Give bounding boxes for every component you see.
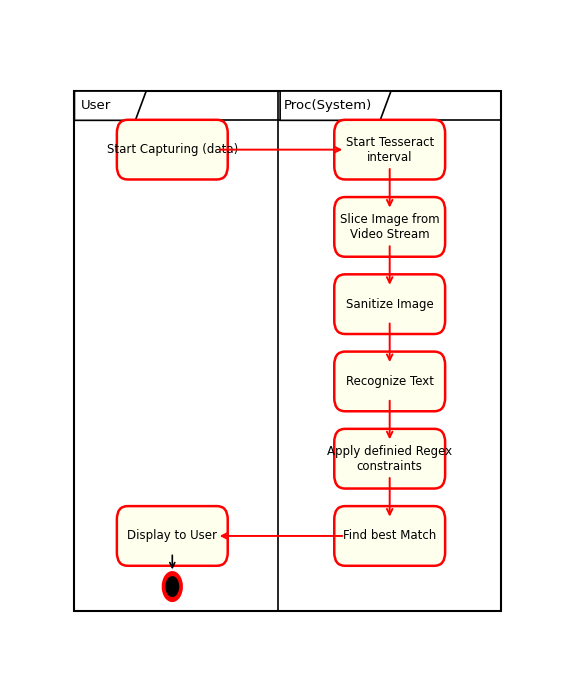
- Text: Start Tesseract
interval: Start Tesseract interval: [346, 136, 434, 163]
- FancyBboxPatch shape: [334, 120, 445, 179]
- Ellipse shape: [163, 572, 182, 601]
- FancyBboxPatch shape: [334, 429, 445, 489]
- FancyBboxPatch shape: [334, 274, 445, 334]
- Text: Sanitize Image: Sanitize Image: [346, 298, 434, 311]
- Text: Slice Image from
Video Stream: Slice Image from Video Stream: [340, 213, 439, 241]
- Text: Start Capturing (data): Start Capturing (data): [107, 143, 238, 156]
- Text: Display to User: Display to User: [127, 529, 217, 543]
- FancyBboxPatch shape: [117, 120, 228, 179]
- Text: Recognize Text: Recognize Text: [346, 375, 434, 388]
- FancyBboxPatch shape: [334, 506, 445, 566]
- Text: Apply definied Regex
constraints: Apply definied Regex constraints: [327, 445, 452, 473]
- Polygon shape: [75, 91, 146, 120]
- Ellipse shape: [165, 576, 180, 597]
- Text: User: User: [81, 99, 111, 112]
- FancyBboxPatch shape: [334, 197, 445, 257]
- FancyBboxPatch shape: [334, 352, 445, 411]
- FancyBboxPatch shape: [117, 506, 228, 566]
- Polygon shape: [280, 91, 391, 120]
- Text: Find best Match: Find best Match: [343, 529, 436, 543]
- Text: Proc(System): Proc(System): [284, 99, 372, 112]
